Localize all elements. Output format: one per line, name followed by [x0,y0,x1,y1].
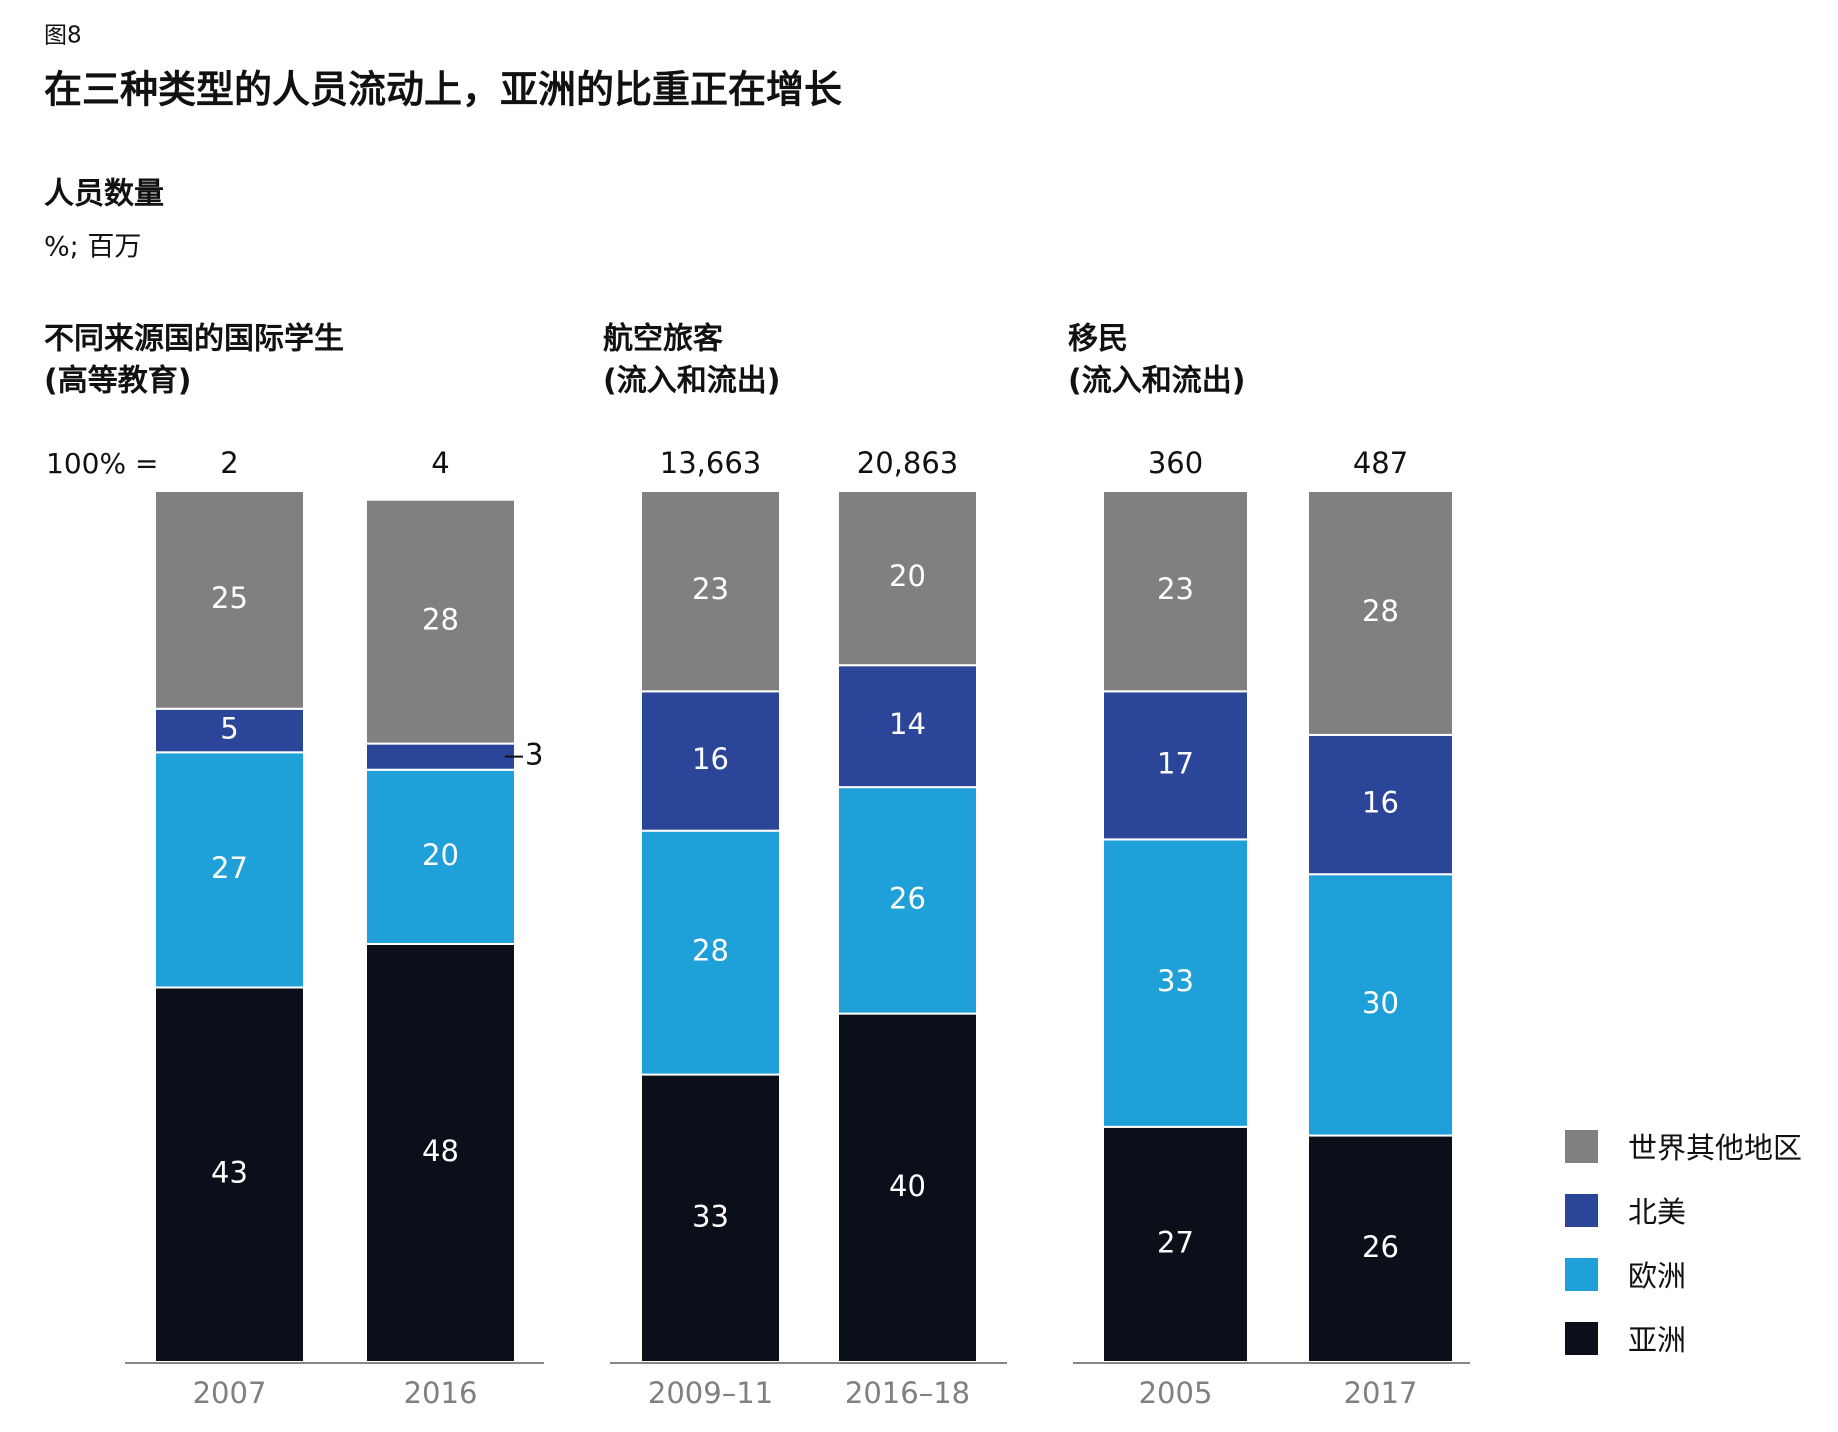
x-tick-label: 2016 [404,1376,478,1410]
panel-title: 移民 [1068,322,1128,357]
bar-segment [837,664,978,789]
data-label: 23 [1157,572,1194,606]
data-label: 20 [422,838,459,872]
bar-segment [640,490,781,693]
bar-segment [837,490,978,667]
data-label: 28 [692,934,729,968]
bar-segment [154,986,305,1363]
bar-segment [365,942,516,1363]
data-label: 33 [692,1199,729,1233]
bar-segment [1307,490,1454,736]
legend-label: 北美 [1628,1195,1686,1229]
panel-title: 不同来源国的国际学生 [44,322,344,357]
legend-swatch [1565,1258,1598,1291]
legend-label: 世界其他地区 [1628,1131,1802,1165]
bar-segment [640,829,781,1076]
data-label: 20 [889,559,926,593]
bar-segment [1307,873,1454,1137]
unit: %; 百万 [44,232,141,263]
data-label: 5 [220,712,238,746]
bar-segment [365,742,516,771]
total-value: 2 [220,446,238,480]
subtitle: 人员数量 [44,177,164,212]
data-label: 17 [1157,746,1194,780]
chart-title: 在三种类型的人员流动上，亚洲的比重正在增长 [44,68,842,112]
data-label: 40 [889,1169,926,1203]
data-label: 25 [211,581,248,615]
panel-title: (高等教育) [44,364,191,399]
legend-label: 亚洲 [1628,1323,1686,1357]
bar-segment [154,751,305,989]
legend-swatch [1565,1130,1598,1163]
panel-title: (流入和流出) [603,364,780,399]
x-tick-label: 2017 [1344,1376,1418,1410]
total-value: 20,863 [857,446,958,480]
x-tick-label: 2007 [193,1376,267,1410]
bar-segment [1307,733,1454,876]
data-label: 3 [525,738,543,772]
x-tick-label: 2016–18 [845,1376,970,1410]
data-label: 33 [1157,964,1194,998]
bar-segment [1102,1125,1249,1363]
bar-segment [1102,690,1249,841]
data-label: 16 [1362,786,1399,820]
legend-swatch [1565,1322,1598,1355]
panel-title: (流入和流出) [1068,364,1245,399]
data-label: 43 [211,1156,248,1190]
x-tick-label: 2005 [1139,1376,1213,1410]
bar-segment [365,498,516,745]
data-label: 30 [1362,986,1399,1020]
x-tick-label: 2009–11 [648,1376,773,1410]
bar-segment [365,768,516,945]
total-value: 487 [1353,446,1408,480]
legend-label: 欧洲 [1628,1259,1686,1293]
data-label: 26 [1362,1230,1399,1264]
total-label: 100% = [46,447,158,480]
bar-segment [1307,1134,1454,1364]
data-label: 26 [889,881,926,915]
bar-segment [154,490,305,710]
data-label: 23 [692,572,729,606]
bar-segment [837,1012,978,1363]
total-value: 4 [431,446,449,480]
data-label: 28 [422,603,459,637]
bar-segment [1102,490,1249,693]
legend-swatch [1565,1194,1598,1227]
data-label: 48 [422,1134,459,1168]
data-label: 16 [692,742,729,776]
panel-title: 航空旅客 [603,322,723,357]
data-label: 27 [1157,1225,1194,1259]
figure-label: 图8 [44,23,82,49]
data-label: 27 [211,851,248,885]
total-value: 13,663 [660,446,761,480]
total-value: 360 [1148,446,1203,480]
data-label: 28 [1362,594,1399,628]
data-label: 14 [889,707,926,741]
bar-segment [837,786,978,1015]
bar-segment [1102,838,1249,1128]
